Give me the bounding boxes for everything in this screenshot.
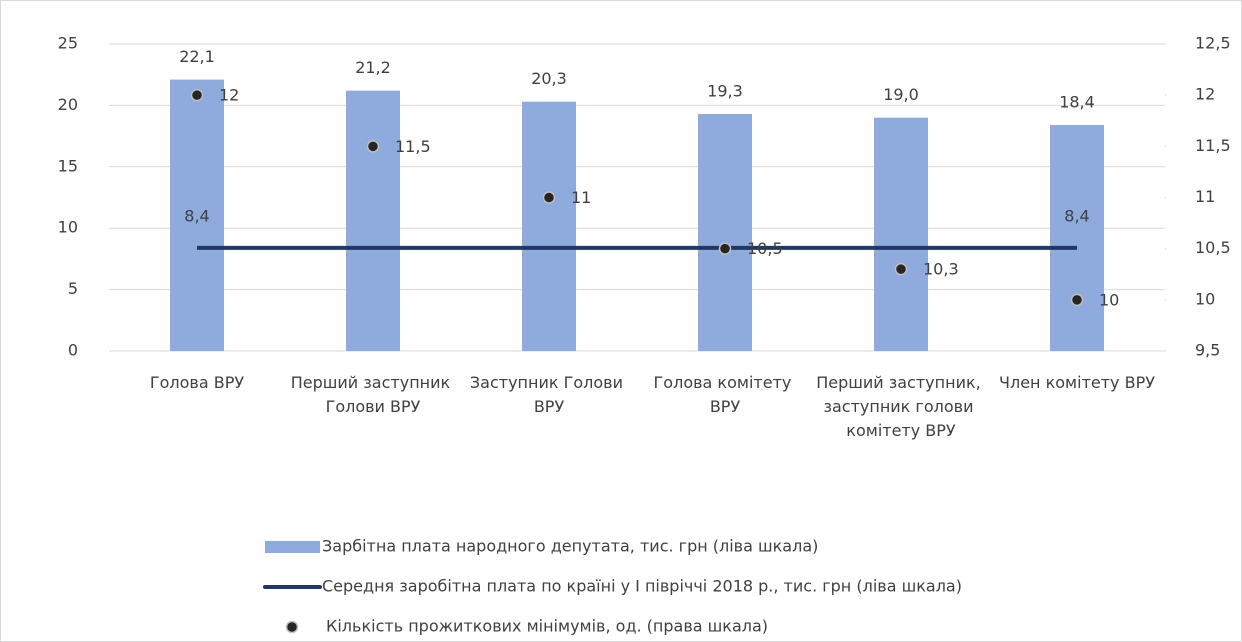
x-tick-label: Заступник Голови ВРУ — [470, 373, 628, 416]
bar — [874, 117, 928, 352]
x-tick-label: Голова ВРУ — [150, 373, 245, 392]
y-tick-label: 20 — [58, 95, 78, 114]
dot-value-label: 10,3 — [923, 260, 959, 279]
y-tick-label: 0 — [68, 341, 78, 360]
y2-tick-label: 12 — [1195, 85, 1215, 104]
x-tick-line: Член комітету ВРУ — [999, 373, 1155, 392]
y-tick-label: 10 — [58, 218, 78, 237]
y2-tick-label: 12,5 — [1195, 34, 1231, 53]
bar-value-label: 22,1 — [179, 47, 215, 66]
line-value-label: 8,4 — [1064, 206, 1089, 225]
y2-tick-label: 10 — [1195, 289, 1215, 308]
x-tick-line: заступник голови — [823, 397, 978, 416]
x-tick-label: Член комітету ВРУ — [999, 373, 1155, 392]
y2-tick-label: 9,5 — [1195, 341, 1220, 360]
dot-value-label: 12 — [219, 86, 239, 105]
x-tick-label: Перший заступник, заступник голови коміт… — [816, 373, 986, 440]
legend-label: Зарбітна плата народного депутата, тис. … — [322, 537, 818, 556]
x-tick-label: Голова комітету ВРУ — [654, 373, 797, 416]
y2-tick-label: 10,5 — [1195, 238, 1231, 257]
dot — [190, 88, 204, 102]
dot-value-label: 10,5 — [747, 239, 783, 258]
dot — [718, 242, 732, 255]
bar-value-label: 19,3 — [707, 81, 743, 100]
legend-swatch — [265, 541, 320, 553]
line-value-label: 8,4 — [184, 206, 209, 225]
legend-swatch — [285, 620, 299, 634]
legend-label: Кількість прожиткових мінімумів, од. (пр… — [326, 617, 768, 636]
x-tick-line: Перший заступник — [291, 373, 456, 392]
dot — [366, 140, 380, 153]
y-tick-label: 5 — [68, 279, 78, 298]
y-tick-label: 25 — [58, 34, 78, 53]
dot — [1070, 293, 1084, 307]
dot-value-label: 11 — [571, 188, 591, 207]
y2-tick-label: 11,5 — [1195, 136, 1231, 155]
x-tick-line: Перший заступник, — [816, 373, 986, 392]
dot — [894, 262, 908, 276]
bar — [522, 101, 576, 351]
y2-tick-label: 11 — [1195, 187, 1215, 206]
legend-label: Середня заробітна плата по країні у І пі… — [322, 577, 962, 596]
dot — [542, 191, 556, 204]
y-tick-label: 15 — [58, 156, 78, 175]
x-tick-line: ВРУ — [710, 397, 741, 416]
bar-value-label: 18,4 — [1059, 93, 1095, 112]
bar-value-label: 19,0 — [883, 85, 919, 104]
x-tick-line: Голова ВРУ — [150, 373, 245, 392]
bar — [698, 113, 752, 351]
x-tick-line: Голови ВРУ — [326, 397, 421, 416]
bar — [170, 79, 224, 351]
x-tick-label: Перший заступник Голови ВРУ — [291, 373, 456, 416]
bar — [1050, 125, 1104, 351]
dot-value-label: 10 — [1099, 290, 1119, 309]
bar-value-label: 21,2 — [355, 58, 391, 77]
x-tick-line: комітету ВРУ — [846, 421, 956, 440]
x-tick-line: ВРУ — [534, 397, 565, 416]
x-tick-line: Заступник Голови — [470, 373, 628, 392]
x-tick-line: Голова комітету — [654, 373, 797, 392]
bar-value-label: 20,3 — [531, 69, 567, 88]
bar — [346, 90, 400, 351]
dot-value-label: 11,5 — [395, 137, 431, 156]
